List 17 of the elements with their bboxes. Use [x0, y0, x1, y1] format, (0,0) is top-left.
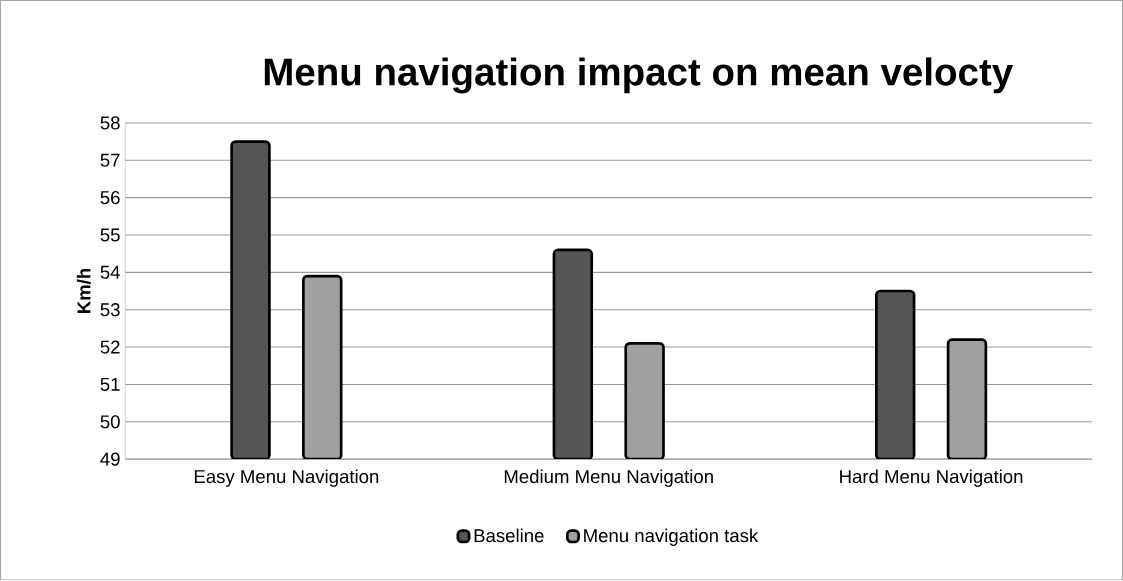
x-tick-label: Hard Menu Navigation [840, 469, 1023, 488]
y-tick-label: 50 [100, 415, 120, 429]
y-axis-title: Km/h [76, 269, 91, 314]
y-tick-label: 53 [100, 303, 120, 317]
legend-label: Baseline [474, 528, 544, 543]
y-tick-label: 55 [100, 228, 120, 242]
x-tick-label: Easy Menu Navigation [194, 469, 379, 488]
legend-label: Menu navigation task [584, 528, 759, 547]
chart-title: Menu navigation impact on mean velocty [264, 57, 1013, 94]
y-tick-label: 52 [100, 340, 120, 354]
y-tick-label: 54 [100, 266, 120, 280]
y-tick-label: 56 [100, 191, 120, 205]
y-tick-label: 51 [100, 378, 120, 392]
y-tick-label: 58 [100, 116, 120, 130]
x-tick-label: Medium Menu Navigation [504, 469, 713, 488]
y-tick-label: 49 [100, 452, 120, 466]
y-tick-label: 57 [100, 154, 120, 168]
